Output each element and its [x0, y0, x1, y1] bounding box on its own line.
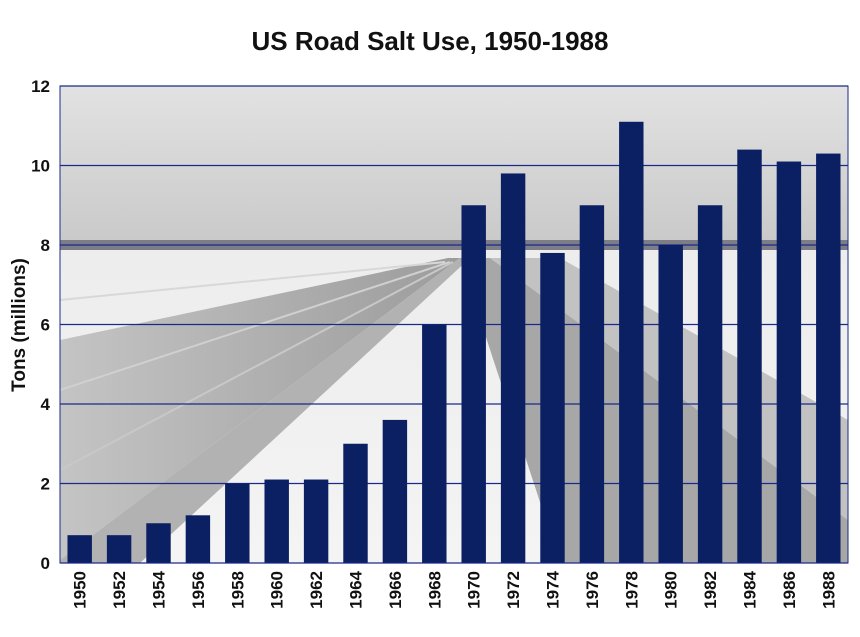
bar-1978: [619, 121, 644, 564]
x-tick-label: 1954: [150, 570, 169, 608]
bar-1968: [422, 324, 447, 563]
y-tick-label: 12: [31, 77, 50, 96]
y-tick-label: 2: [41, 475, 50, 494]
x-tick-label: 1988: [819, 571, 838, 609]
bar-1950: [67, 535, 92, 563]
bar-1970: [461, 205, 486, 563]
plot-frame: [59, 85, 849, 564]
x-tick-label: 1962: [307, 571, 326, 609]
x-tick-label: 1984: [741, 570, 760, 608]
x-tick-label: 1968: [425, 571, 444, 609]
x-tick-label: 1974: [544, 570, 563, 608]
x-tick-label: 1980: [662, 571, 681, 609]
bar-1982: [697, 205, 723, 563]
x-tick-label: 1982: [701, 571, 720, 609]
bars: [67, 121, 841, 564]
y-tick-label: 0: [41, 554, 50, 573]
bar-1976: [579, 205, 605, 563]
bar-1958: [225, 483, 250, 563]
y-axis-ticks: 0 2 4 6 8 10 12: [31, 77, 50, 573]
x-tick-label: 1960: [268, 571, 287, 609]
x-tick-label: 1978: [622, 571, 641, 609]
x-tick-label: 1976: [583, 571, 602, 609]
bar-1962: [303, 479, 329, 563]
bar-1988: [816, 153, 841, 563]
y-tick-label: 6: [41, 316, 50, 335]
bar-1966: [382, 419, 408, 563]
bar-1956: [185, 515, 211, 563]
bar-1984: [737, 149, 762, 563]
bar-1960: [264, 479, 289, 563]
bar-1980: [658, 245, 683, 563]
x-tick-label: 1956: [189, 571, 208, 609]
bar-1964: [343, 443, 368, 563]
x-tick-label: 1970: [465, 571, 484, 609]
x-axis-ticks: 1950 1952 1954 1956 1958 1960 1962 1964 1966 1968…: [71, 570, 839, 608]
bar-1974: [540, 252, 565, 563]
x-tick-label: 1958: [228, 571, 247, 609]
x-tick-label: 1966: [386, 571, 405, 609]
y-tick-label: 8: [41, 236, 50, 255]
chart-title: US Road Salt Use, 1950-1988: [251, 26, 609, 56]
x-tick-label: 1972: [504, 571, 523, 609]
bar-1954: [146, 523, 171, 563]
bar-1972: [500, 173, 526, 563]
x-tick-label: 1986: [780, 571, 799, 609]
y-tick-label: 10: [31, 157, 50, 176]
x-tick-label: 1952: [110, 571, 129, 609]
bar-1952: [106, 535, 132, 563]
y-tick-label: 4: [41, 395, 51, 414]
x-tick-label: 1950: [71, 571, 90, 609]
x-tick-label: 1964: [347, 570, 366, 608]
bar-1986: [776, 161, 802, 563]
